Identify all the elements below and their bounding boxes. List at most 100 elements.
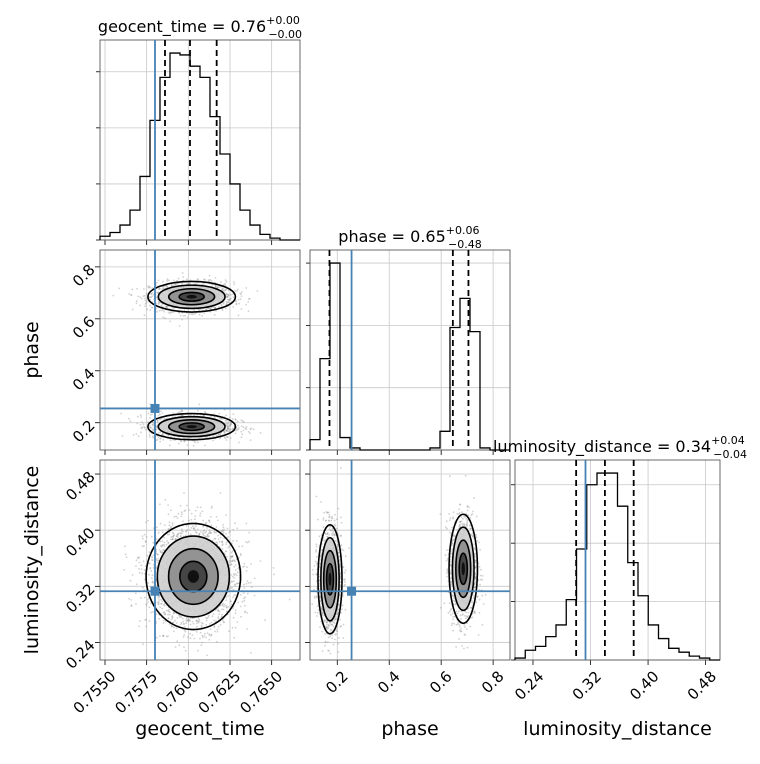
sample-point [240, 293, 242, 295]
sample-point [144, 597, 146, 599]
sample-point [158, 280, 160, 282]
sample-point [179, 325, 181, 327]
sample-point [191, 519, 193, 521]
title-plus: +0.06 [446, 224, 480, 237]
sample-point [143, 423, 145, 425]
sample-point [137, 416, 139, 418]
sample-point [240, 606, 242, 608]
sample-point [232, 418, 234, 420]
sample-point [149, 417, 151, 419]
sample-point [183, 636, 185, 638]
sample-point [139, 296, 141, 298]
density-level [186, 425, 196, 428]
sample-point [210, 628, 212, 630]
sample-point [254, 595, 256, 597]
sample-point [181, 511, 183, 513]
sample-point [197, 410, 199, 412]
sample-point [139, 305, 141, 307]
sample-point [182, 410, 184, 412]
sample-point [158, 436, 160, 438]
sample-point [199, 314, 201, 316]
sample-point [209, 521, 211, 523]
sample-point [144, 569, 146, 571]
title-minus: −0.00 [268, 28, 302, 41]
sample-point [173, 626, 175, 628]
sample-point [248, 298, 250, 300]
sample-point [149, 309, 151, 311]
sample-point [206, 655, 208, 657]
sample-point [163, 311, 165, 313]
sample-point [193, 445, 195, 447]
sample-point [197, 442, 199, 444]
sample-point [208, 639, 210, 641]
sample-point [236, 527, 238, 529]
sample-point [235, 433, 237, 435]
sample-point [205, 637, 207, 639]
sample-point [164, 499, 166, 501]
sample-point [128, 293, 130, 295]
sample-point [215, 277, 217, 279]
sample-point [187, 444, 189, 446]
sample-point [144, 426, 146, 428]
sample-point [150, 612, 152, 614]
sample-point [237, 289, 239, 291]
sample-point [145, 429, 147, 431]
sample-point [169, 321, 171, 323]
sample-point [147, 602, 149, 604]
sample-point [218, 626, 220, 628]
sample-point [138, 568, 140, 570]
sample-point [226, 436, 228, 438]
sample-point [209, 275, 211, 277]
sample-point [222, 524, 224, 526]
sample-point [242, 601, 244, 603]
sample-point [131, 289, 133, 291]
sample-point [240, 419, 242, 421]
sample-point [183, 646, 185, 648]
sample-point [172, 524, 174, 526]
sample-point [200, 513, 202, 515]
sample-point [168, 280, 170, 282]
sample-point [135, 593, 137, 595]
sample-point [126, 556, 128, 558]
sample-point [238, 315, 240, 317]
sample-point [183, 492, 185, 494]
sample-point [244, 596, 246, 598]
sample-point [146, 604, 148, 606]
sample-point [140, 597, 142, 599]
sample-point [246, 426, 248, 428]
sample-point [162, 281, 164, 283]
sample-point [139, 620, 141, 622]
sample-point [163, 620, 165, 622]
sample-point [144, 534, 146, 536]
sample-point [228, 630, 230, 632]
sample-point [138, 556, 140, 558]
sample-point [130, 599, 132, 601]
sample-point [235, 627, 237, 629]
sample-point [142, 643, 144, 645]
sample-point [145, 522, 147, 524]
sample-point [163, 622, 165, 624]
sample-point [241, 433, 243, 435]
sample-point [250, 582, 252, 584]
sample-point [233, 281, 235, 283]
sample-point [243, 426, 245, 428]
sample-point [180, 505, 182, 507]
sample-point [245, 287, 247, 289]
sample-point [214, 631, 216, 633]
sample-point [244, 605, 246, 607]
sample-point [156, 637, 158, 639]
sample-point [149, 287, 151, 289]
sample-point [204, 633, 206, 635]
sample-point [169, 313, 171, 315]
sample-point [197, 650, 199, 652]
sample-point [235, 300, 237, 302]
sample-point [198, 403, 200, 405]
sample-point [142, 587, 144, 589]
sample-point [147, 599, 149, 601]
sample-point [237, 421, 239, 423]
sample-point [233, 283, 235, 285]
sample-point [152, 611, 154, 613]
sample-point [142, 545, 144, 547]
sample-point [214, 314, 216, 316]
sample-point [240, 553, 242, 555]
